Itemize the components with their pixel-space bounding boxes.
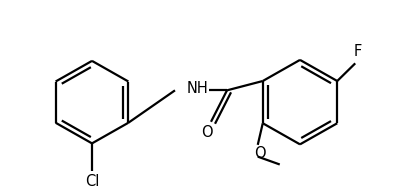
Text: F: F — [354, 44, 362, 59]
Text: Cl: Cl — [85, 174, 99, 189]
Text: O: O — [201, 125, 213, 140]
Text: NH: NH — [186, 81, 208, 96]
Text: O: O — [254, 146, 266, 161]
